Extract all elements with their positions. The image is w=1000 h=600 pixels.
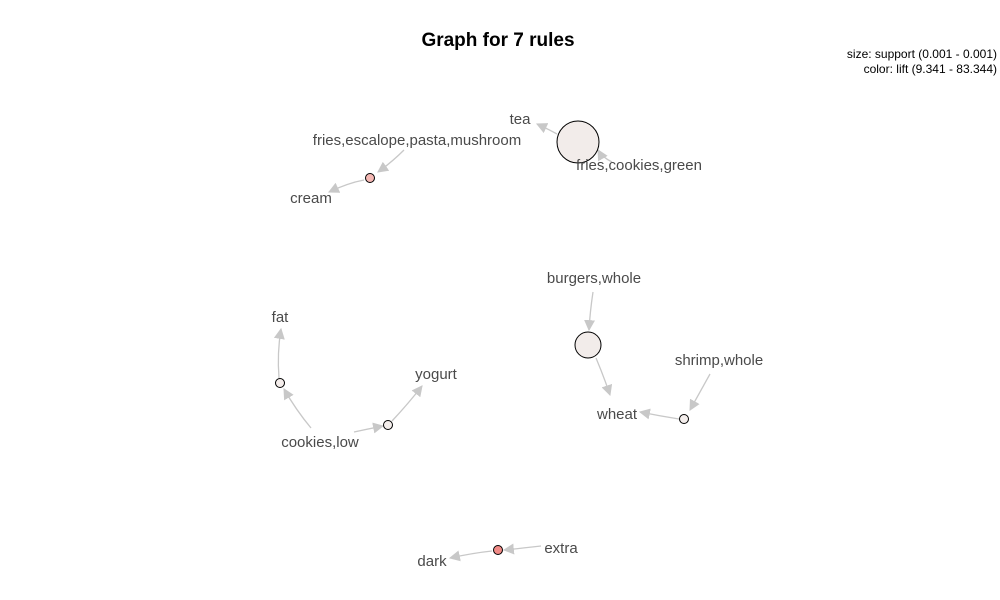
rule-node-1 bbox=[556, 120, 600, 164]
rule-node-7 bbox=[493, 545, 503, 555]
item-label-wheat: wheat bbox=[596, 406, 638, 423]
rule-node-6 bbox=[383, 420, 393, 430]
item-label-fries-cookies-green: fries,cookies,green bbox=[576, 157, 702, 174]
item-label-extra: extra bbox=[544, 540, 578, 557]
item-label-tea: tea bbox=[510, 111, 532, 128]
item-label-cookies-low: cookies,low bbox=[281, 434, 359, 451]
edge-shrimp-whole-to-rule4 bbox=[689, 373, 711, 411]
graph-title: Graph for 7 rules bbox=[421, 30, 574, 51]
legend-size: size: support (0.001 - 0.001) bbox=[847, 47, 997, 61]
rule-node-5 bbox=[275, 378, 285, 388]
edge-rule2-to-cream bbox=[328, 179, 365, 193]
rule-node-3 bbox=[574, 331, 602, 359]
edge-cookies-low-to-rule6 bbox=[353, 422, 385, 434]
item-label-cream: cream bbox=[290, 190, 332, 207]
edge-rule1-to-tea bbox=[535, 123, 558, 135]
item-label-shrimp-whole: shrimp,whole bbox=[675, 352, 763, 369]
edge-rule5-to-fat bbox=[273, 327, 285, 379]
edge-burgers-whole-to-rule3 bbox=[584, 291, 596, 332]
item-label-yogurt: yogurt bbox=[415, 366, 458, 383]
edge-rule7-to-dark bbox=[448, 550, 493, 562]
rule-node-4 bbox=[679, 414, 689, 424]
rule-node-2 bbox=[365, 173, 375, 183]
edge-cookies-low-to-rule5 bbox=[283, 388, 312, 429]
legend-color: color: lift (9.341 - 83.344) bbox=[864, 62, 997, 76]
edge-fries-escalope-to-rule2 bbox=[377, 149, 405, 173]
item-label-fat: fat bbox=[272, 309, 290, 326]
edge-rule6-to-yogurt bbox=[391, 385, 423, 422]
item-label-burgers-whole: burgers,whole bbox=[547, 270, 641, 287]
item-label-fries-escalope-pasta-mushroom: fries,escalope,pasta,mushroom bbox=[313, 132, 521, 149]
edge-fries-cookies-green-to-rule1 bbox=[597, 149, 613, 163]
edge-extra-to-rule7 bbox=[502, 543, 542, 555]
edge-rule4-to-wheat bbox=[638, 408, 680, 420]
edge-rule3-to-wheat bbox=[595, 357, 613, 397]
item-label-dark: dark bbox=[417, 553, 447, 570]
